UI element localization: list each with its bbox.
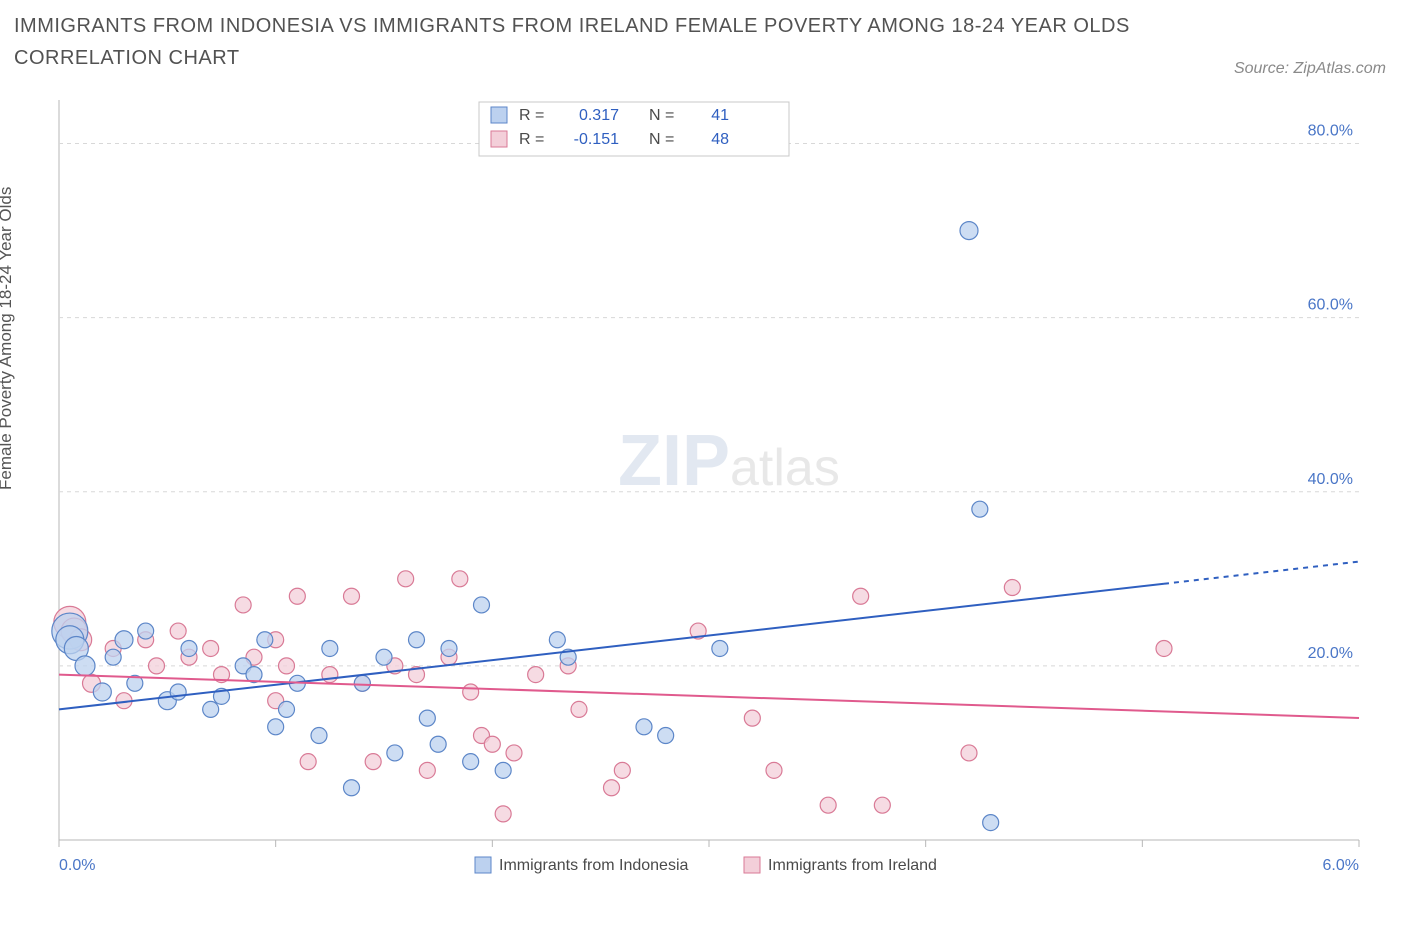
data-point-ireland xyxy=(300,754,316,770)
y-tick-label: 80.0% xyxy=(1308,123,1353,140)
data-point-ireland xyxy=(604,780,620,796)
data-point-ireland xyxy=(398,571,414,587)
data-point-indonesia xyxy=(549,632,565,648)
data-point-indonesia xyxy=(636,719,652,735)
data-point-indonesia xyxy=(960,222,978,240)
data-point-indonesia xyxy=(495,762,511,778)
data-point-indonesia xyxy=(75,656,95,676)
data-point-ireland xyxy=(820,797,836,813)
stat-r-value: 0.317 xyxy=(579,107,619,124)
data-point-ireland xyxy=(419,762,435,778)
data-point-indonesia xyxy=(474,597,490,613)
scatter-chart: 20.0% 40.0% 60.0% 80.0% 0.0% 6.0% ZIPatlas R = 0… xyxy=(14,90,1392,890)
data-point-indonesia xyxy=(105,649,121,665)
data-point-ireland xyxy=(571,701,587,717)
trend-line-ireland xyxy=(59,675,1359,718)
data-point-ireland xyxy=(961,745,977,761)
data-point-indonesia xyxy=(93,683,111,701)
data-point-indonesia xyxy=(138,623,154,639)
data-point-indonesia xyxy=(170,684,186,700)
data-point-indonesia xyxy=(322,640,338,656)
data-point-ireland xyxy=(614,762,630,778)
data-point-indonesia xyxy=(972,501,988,517)
y-axis-label: Female Poverty Among 18-24 Year Olds xyxy=(0,187,16,490)
data-point-indonesia xyxy=(344,780,360,796)
data-point-ireland xyxy=(365,754,381,770)
data-point-indonesia xyxy=(658,728,674,744)
data-point-ireland xyxy=(853,588,869,604)
data-point-ireland xyxy=(149,658,165,674)
stat-n-label: N = xyxy=(649,131,674,148)
data-point-indonesia xyxy=(419,710,435,726)
data-point-ireland xyxy=(203,640,219,656)
data-point-ireland xyxy=(452,571,468,587)
data-point-ireland xyxy=(170,623,186,639)
source-label: Source: ZipAtlas.com xyxy=(1234,60,1386,78)
data-point-indonesia xyxy=(712,640,728,656)
legend-swatch xyxy=(475,857,491,873)
data-point-indonesia xyxy=(463,754,479,770)
data-point-ireland xyxy=(506,745,522,761)
stat-swatch xyxy=(491,107,507,123)
data-point-ireland xyxy=(874,797,890,813)
legend-label: Immigrants from Ireland xyxy=(768,857,937,874)
chart-title: IMMIGRANTS FROM INDONESIA VS IMMIGRANTS … xyxy=(14,10,1226,74)
data-point-indonesia xyxy=(430,736,446,752)
y-tick-label: 20.0% xyxy=(1308,645,1353,662)
data-point-ireland xyxy=(495,806,511,822)
data-point-indonesia xyxy=(311,728,327,744)
data-point-indonesia xyxy=(181,640,197,656)
data-point-ireland xyxy=(1156,640,1172,656)
stat-n-label: N = xyxy=(649,107,674,124)
data-point-indonesia xyxy=(376,649,392,665)
data-point-indonesia xyxy=(268,719,284,735)
data-point-indonesia xyxy=(279,701,295,717)
trend-line-extrap-indonesia xyxy=(1164,562,1359,584)
data-point-ireland xyxy=(528,667,544,683)
trend-line-indonesia xyxy=(59,584,1164,710)
stat-n-value: 48 xyxy=(711,131,729,148)
data-point-ireland xyxy=(235,597,251,613)
y-tick-label: 40.0% xyxy=(1308,471,1353,488)
data-point-indonesia xyxy=(354,675,370,691)
data-point-ireland xyxy=(279,658,295,674)
stat-r-value: -0.151 xyxy=(574,131,619,148)
stat-swatch xyxy=(491,131,507,147)
watermark: ZIPatlas xyxy=(618,421,840,501)
legend-swatch xyxy=(744,857,760,873)
data-point-indonesia xyxy=(983,815,999,831)
x-tick-label: 6.0% xyxy=(1323,857,1359,874)
data-point-ireland xyxy=(1004,580,1020,596)
x-tick-label: 0.0% xyxy=(59,857,95,874)
data-point-indonesia xyxy=(257,632,273,648)
y-tick-label: 60.0% xyxy=(1308,297,1353,314)
data-point-indonesia xyxy=(441,640,457,656)
chart-container: Female Poverty Among 18-24 Year Olds 20.… xyxy=(14,90,1392,890)
data-point-indonesia xyxy=(115,631,133,649)
data-point-indonesia xyxy=(409,632,425,648)
data-point-indonesia xyxy=(203,701,219,717)
data-point-ireland xyxy=(766,762,782,778)
data-point-ireland xyxy=(463,684,479,700)
data-point-ireland xyxy=(289,588,305,604)
data-point-ireland xyxy=(744,710,760,726)
stat-r-label: R = xyxy=(519,131,544,148)
stat-n-value: 41 xyxy=(711,107,729,124)
data-point-ireland xyxy=(484,736,500,752)
stat-r-label: R = xyxy=(519,107,544,124)
data-point-ireland xyxy=(344,588,360,604)
legend-label: Immigrants from Indonesia xyxy=(499,857,689,874)
data-point-indonesia xyxy=(387,745,403,761)
